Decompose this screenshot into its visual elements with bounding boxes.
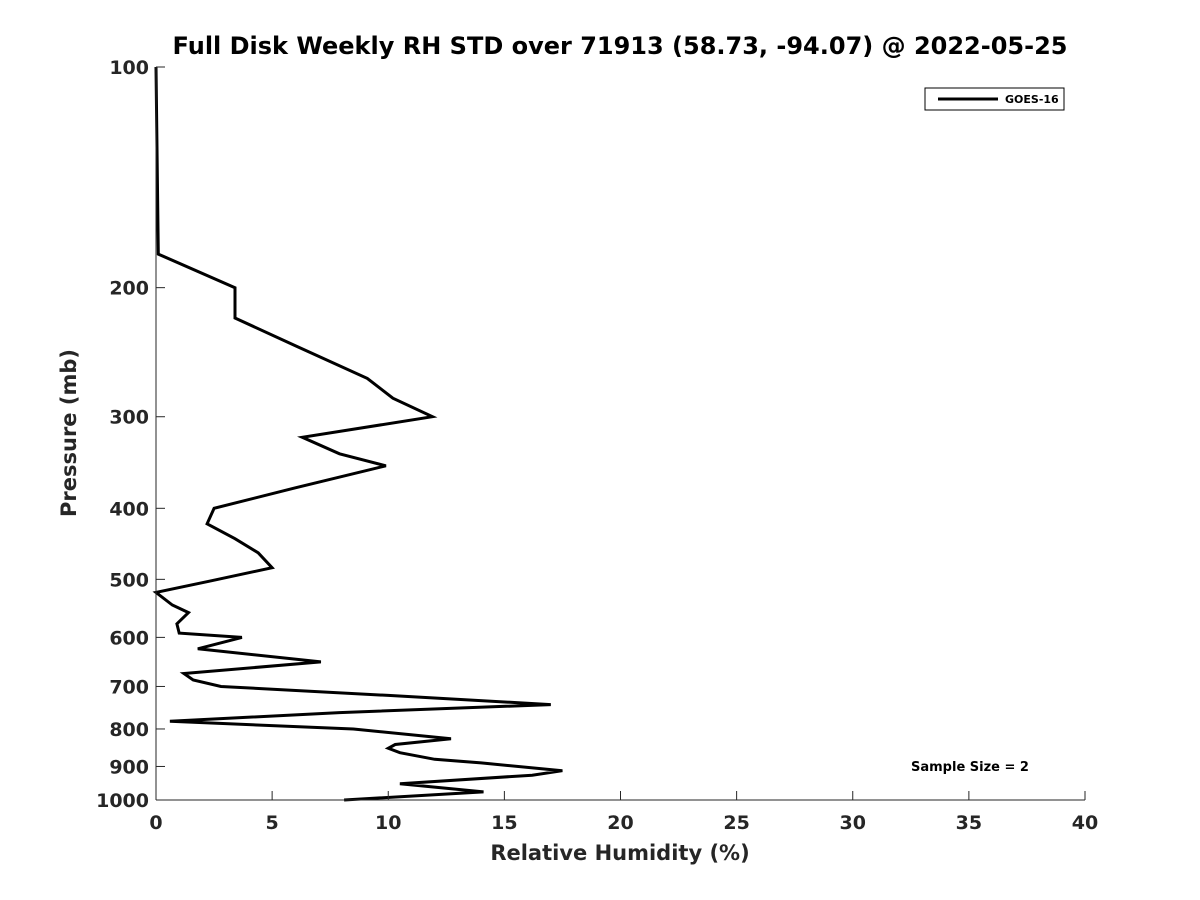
- sample-size-annotation: Sample Size = 2: [911, 760, 1029, 775]
- y-tick-label: 700: [109, 676, 149, 698]
- legend: GOES-16: [924, 87, 1065, 111]
- y-tick-label: 100: [109, 57, 149, 79]
- y-tick-label: 900: [109, 756, 149, 778]
- x-axis-ticks: 0 5 10 15 20 25 30 35 40: [149, 791, 1098, 834]
- y-axis-ticks: 100 200 300 400 500 600 700 800 900 1000: [96, 57, 165, 812]
- y-axis-label: Pressure (mb): [57, 349, 81, 517]
- y-tick-label: 300: [109, 407, 149, 429]
- x-tick-label: 30: [840, 812, 866, 834]
- x-tick-label: 20: [607, 812, 633, 834]
- series-line-goes-16: [152, 66, 563, 802]
- x-tick-label: 15: [491, 812, 517, 834]
- plot-area: 0 5 10 15 20 25 30 35 40 100 200 300 400 500 600 700 80…: [96, 57, 1098, 834]
- y-tick-label: 1000: [96, 790, 149, 812]
- chart-title: Full Disk Weekly RH STD over 71913 (58.7…: [173, 32, 1068, 60]
- x-tick-label: 10: [375, 812, 401, 834]
- y-tick-label: 800: [109, 719, 149, 741]
- y-tick-label: 400: [109, 498, 149, 520]
- series-layer: [152, 66, 563, 802]
- x-tick-label: 25: [723, 812, 749, 834]
- x-axis-label: Relative Humidity (%): [490, 841, 749, 865]
- x-tick-label: 0: [149, 812, 162, 834]
- x-tick-label: 5: [266, 812, 279, 834]
- x-tick-label: 35: [956, 812, 982, 834]
- x-tick-label: 40: [1072, 812, 1098, 834]
- y-tick-label: 500: [109, 569, 149, 591]
- legend-label-goes-16: GOES-16: [1005, 93, 1059, 106]
- y-tick-label: 600: [109, 627, 149, 649]
- y-tick-label: 200: [109, 278, 149, 300]
